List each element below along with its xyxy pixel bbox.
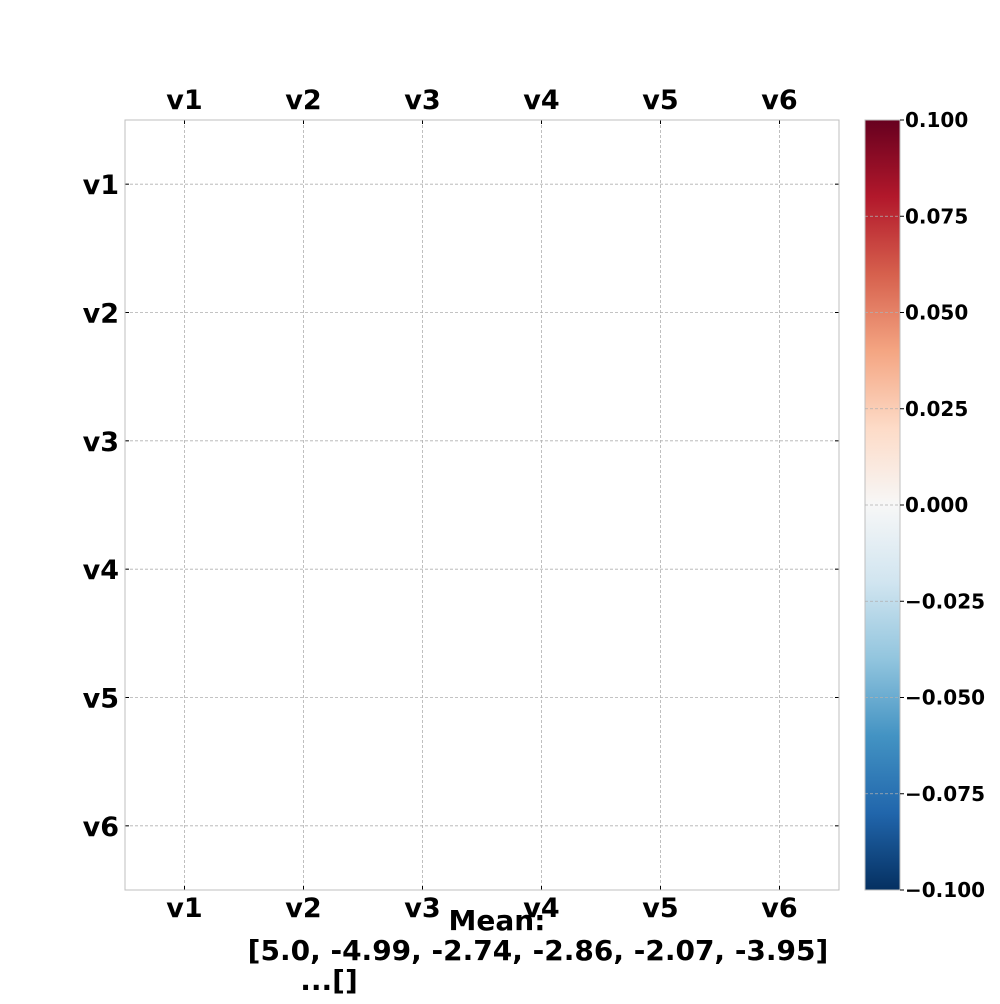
annotation-line: [5.0, -4.99, -2.74, -2.86, -2.07, -3.95]: [248, 934, 829, 967]
colorbar-tick-label: 0.100: [905, 108, 968, 132]
colorbar-tick-label: 0.000: [905, 493, 968, 517]
plot-background: [125, 120, 839, 890]
y-tick-label: v6: [83, 812, 119, 843]
x-tick-label-bottom: v2: [285, 893, 321, 924]
x-tick-label-bottom: v3: [404, 893, 440, 924]
x-tick-label-top: v5: [642, 85, 678, 116]
y-tick-label: v5: [83, 684, 119, 715]
colorbar-tick-label: 0.025: [905, 397, 968, 421]
x-tick-label-top: v4: [523, 85, 559, 116]
x-tick-label-bottom: v5: [642, 893, 678, 924]
annotation-line: Mean:: [449, 904, 546, 937]
x-tick-label-top: v1: [166, 85, 202, 116]
x-tick-label-bottom: v6: [761, 893, 797, 924]
y-tick-label: v3: [83, 427, 119, 458]
y-tick-label: v4: [83, 555, 119, 586]
mean-annotation: Mean:[5.0, -4.99, -2.74, -2.86, -2.07, -…: [248, 904, 829, 997]
colorbar-tick-label: −0.050: [905, 686, 985, 710]
y-tick-label: v1: [83, 170, 119, 201]
colorbar-tick-label: −0.075: [905, 782, 985, 806]
x-tick-label-top: v3: [404, 85, 440, 116]
y-axis: v1 v2 v3 v4 v5 v6: [83, 170, 119, 843]
colorbar: 0.100 0.075 0.050 0.025 0.000 −0.025 −0.050 −0.…: [864, 108, 985, 902]
colorbar-tick-label: 0.050: [905, 301, 968, 325]
x-tick-label-bottom: v4: [523, 893, 559, 924]
x-tick-label-top: v2: [285, 85, 321, 116]
y-tick-label: v2: [83, 299, 119, 330]
plot-frame: [124, 119, 840, 891]
x-axis-bottom: v1 v2 v3 v4 v5 v6: [166, 893, 797, 924]
colorbar-tick-label: −0.100: [905, 878, 985, 902]
colorbar-tick-label: −0.025: [905, 589, 985, 613]
x-tick-label-top: v6: [761, 85, 797, 116]
colorbar-tick-label: 0.075: [905, 204, 968, 228]
x-tick-label-bottom: v1: [166, 893, 202, 924]
x-axis-top: v1 v2 v3 v4 v5 v6: [166, 85, 797, 116]
annotation-line: ...[]: [300, 964, 358, 997]
plot-area: [124, 119, 840, 891]
